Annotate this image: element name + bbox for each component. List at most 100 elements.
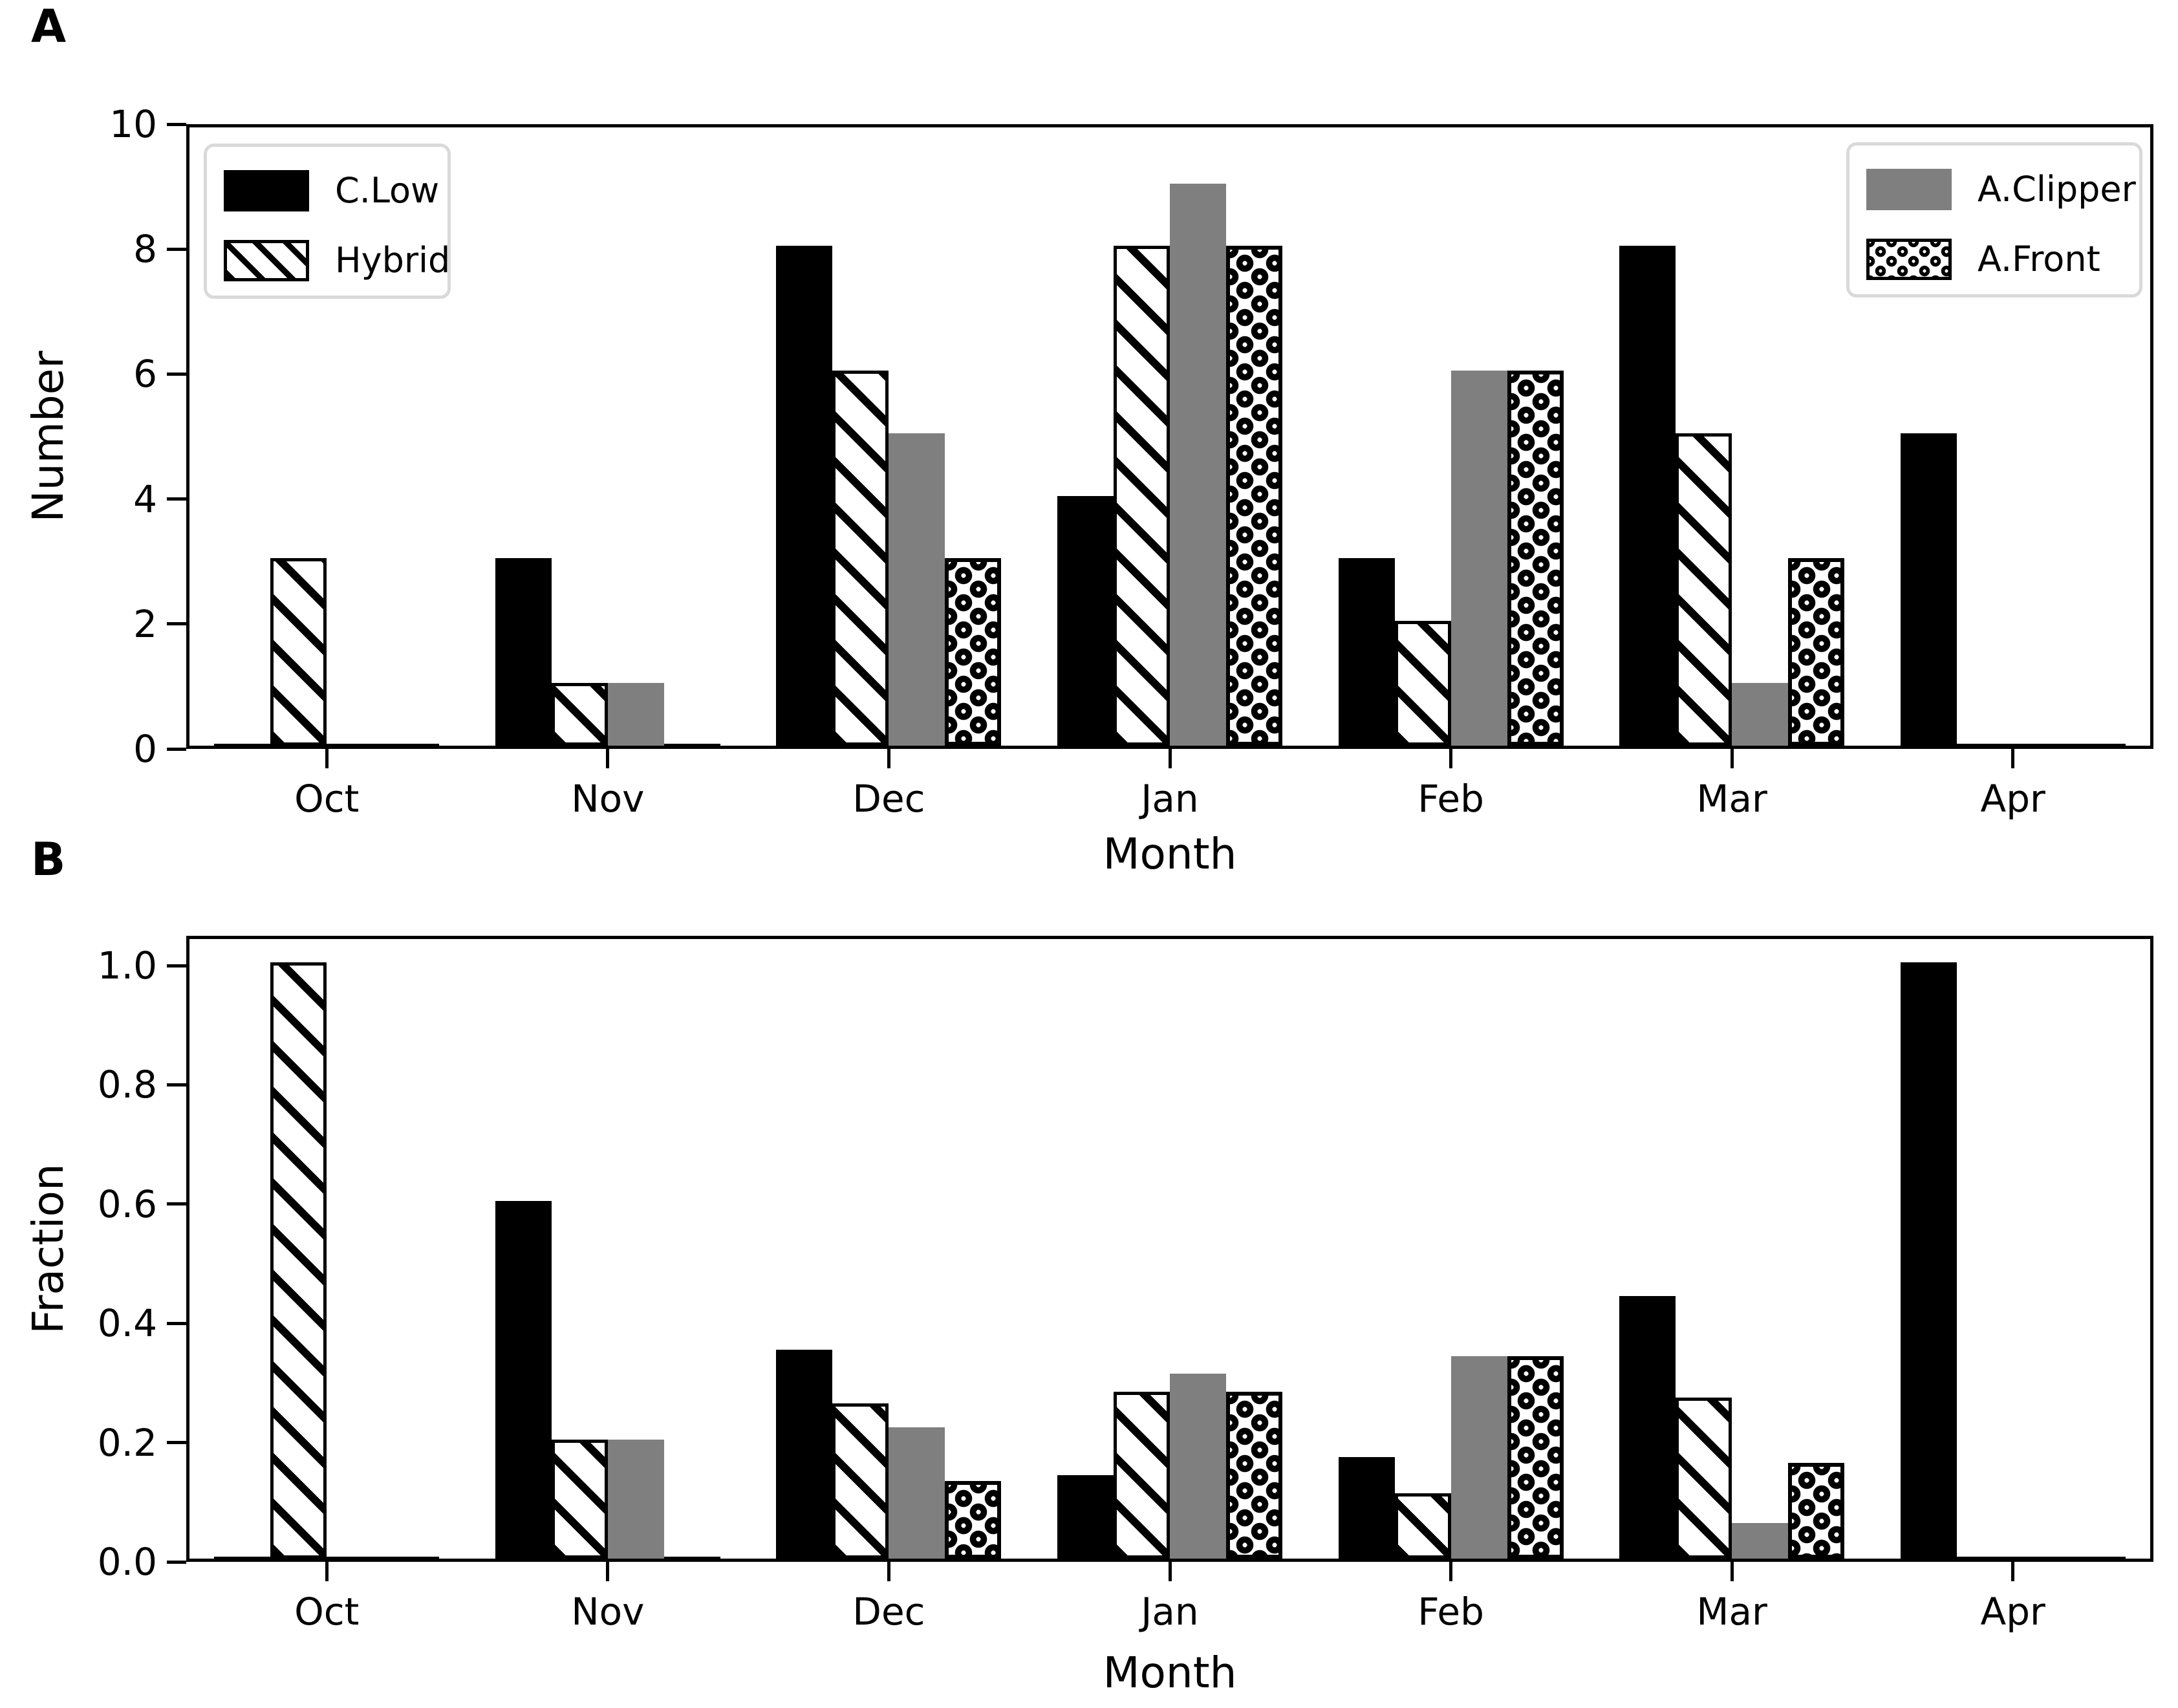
bar-A.Front-Mar: [1788, 1463, 1845, 1559]
x-tick-mark: [1730, 749, 1734, 768]
y-tick-mark: [167, 1202, 186, 1206]
y-tick-mark: [167, 122, 186, 126]
legend-row: Hybrid: [224, 240, 450, 281]
y-tick-mark: [167, 1560, 186, 1564]
bar-zero-A.Front-Apr: [2069, 1557, 2126, 1560]
bar-zero-A.Front-Nov: [663, 1557, 720, 1560]
panel-b-letter: B: [31, 833, 66, 886]
y-tick-mark: [167, 1441, 186, 1445]
y-tick-mark: [167, 247, 186, 251]
x-tick-mark: [887, 1562, 890, 1581]
x-tick-label-month: Dec: [852, 777, 925, 821]
bar-zero-A.Front-Oct: [383, 1557, 440, 1560]
legend-row: A.Clipper: [1866, 169, 2136, 210]
x-tick-label-month: Mar: [1696, 1590, 1767, 1634]
legend-label: C.Low: [335, 170, 440, 211]
x-tick-label-month: Jan: [1141, 1590, 1199, 1634]
bar-C.Low-Apr: [1900, 962, 1957, 1559]
bar-Hybrid-Oct: [270, 962, 327, 1559]
legend-row: C.Low: [224, 170, 440, 211]
bar-zero-C.Low-Oct: [214, 744, 271, 747]
bar-C.Low-Apr: [1900, 433, 1957, 746]
bar-A.Clipper-Jan: [1170, 184, 1226, 746]
x-tick-mark: [325, 749, 329, 768]
x-tick-mark: [606, 749, 610, 768]
y-tick-mark: [167, 372, 186, 376]
bar-zero-A.Front-Oct: [383, 744, 440, 747]
bar-zero-A.Front-Nov: [663, 744, 720, 747]
legend-swatch-Hybrid: [224, 240, 309, 281]
legend-row: A.Front: [1866, 239, 2129, 280]
bar-zero-A.Clipper-Oct: [327, 1557, 383, 1560]
bar-A.Clipper-Mar: [1732, 683, 1789, 746]
x-tick-label-month: Feb: [1418, 1590, 1484, 1634]
bar-C.Low-Feb: [1338, 1457, 1395, 1559]
bar-A.Front-Feb: [1507, 1356, 1564, 1559]
x-tick-label-month: Nov: [571, 777, 645, 821]
bar-Hybrid-Jan: [1114, 1392, 1170, 1559]
bar-Hybrid-Nov: [551, 683, 608, 746]
legend-box-right: A.Clipper A.Front: [1846, 142, 2142, 297]
x-tick-mark: [325, 1562, 329, 1581]
bar-Hybrid-Oct: [270, 558, 327, 746]
bar-A.Front-Dec: [945, 558, 1002, 746]
y-tick-label: 4: [133, 477, 157, 521]
bar-zero-A.Clipper-Apr: [2012, 744, 2069, 747]
bar-A.Front-Dec: [945, 1481, 1002, 1559]
bar-zero-A.Clipper-Apr: [2012, 1557, 2069, 1560]
bar-zero-C.Low-Oct: [214, 1557, 271, 1560]
legend-label: Hybrid: [335, 240, 451, 281]
panel-b-x-axis-label: Month: [1103, 1648, 1237, 1698]
bar-zero-Hybrid-Apr: [1956, 1557, 2013, 1560]
y-tick-label: 10: [109, 102, 157, 146]
bar-Hybrid-Mar: [1676, 1398, 1732, 1559]
y-tick-mark: [167, 1083, 186, 1086]
bar-C.Low-Dec: [776, 246, 833, 746]
x-tick-label-month: Dec: [852, 1590, 925, 1634]
x-tick-label-month: Oct: [294, 777, 360, 821]
bar-Hybrid-Feb: [1394, 621, 1451, 746]
bar-Hybrid-Feb: [1394, 1493, 1451, 1559]
bar-A.Front-Feb: [1507, 371, 1564, 746]
legend-box-left: C.Low Hybrid: [204, 144, 451, 299]
bar-C.Low-Nov: [495, 1201, 552, 1559]
bar-Hybrid-Nov: [551, 1440, 608, 1559]
bar-zero-Hybrid-Apr: [1956, 744, 2013, 747]
bar-A.Clipper-Feb: [1450, 1356, 1507, 1559]
bar-Hybrid-Dec: [832, 371, 889, 746]
x-tick-label-month: Mar: [1696, 777, 1767, 821]
y-tick-label: 0.4: [97, 1301, 157, 1346]
bar-C.Low-Dec: [776, 1350, 833, 1559]
y-tick-label: 2: [133, 601, 157, 646]
x-tick-mark: [1168, 749, 1172, 768]
legend-swatch-A.Front: [1866, 239, 1952, 280]
bar-A.Clipper-Jan: [1170, 1374, 1226, 1559]
legend-label: A.Clipper: [1978, 169, 2136, 210]
bar-zero-A.Clipper-Oct: [327, 744, 383, 747]
x-tick-label-month: Feb: [1418, 777, 1484, 821]
x-tick-mark: [2011, 749, 2015, 768]
x-tick-label-month: Oct: [294, 1590, 360, 1634]
bar-C.Low-Mar: [1619, 1296, 1676, 1559]
x-tick-mark: [1449, 1562, 1453, 1581]
x-tick-mark: [1449, 749, 1453, 768]
panel-a-letter: A: [31, 0, 67, 53]
x-tick-mark: [606, 1562, 610, 1581]
bar-A.Clipper-Nov: [607, 1440, 664, 1559]
y-tick-mark: [167, 747, 186, 751]
bar-Hybrid-Jan: [1114, 246, 1170, 746]
y-tick-label: 0.6: [97, 1182, 157, 1226]
y-tick-mark: [167, 622, 186, 626]
x-tick-mark: [1168, 1562, 1172, 1581]
x-tick-label-month: Apr: [1980, 777, 2045, 821]
bar-A.Clipper-Mar: [1732, 1523, 1789, 1559]
bar-A.Clipper-Dec: [889, 433, 945, 746]
y-tick-label: 0: [133, 727, 157, 771]
y-tick-label: 1.0: [97, 944, 157, 988]
y-tick-mark: [167, 497, 186, 501]
y-tick-label: 0.8: [97, 1063, 157, 1107]
bar-A.Clipper-Nov: [607, 683, 664, 746]
bar-C.Low-Nov: [495, 558, 552, 746]
bar-Hybrid-Mar: [1676, 433, 1732, 746]
